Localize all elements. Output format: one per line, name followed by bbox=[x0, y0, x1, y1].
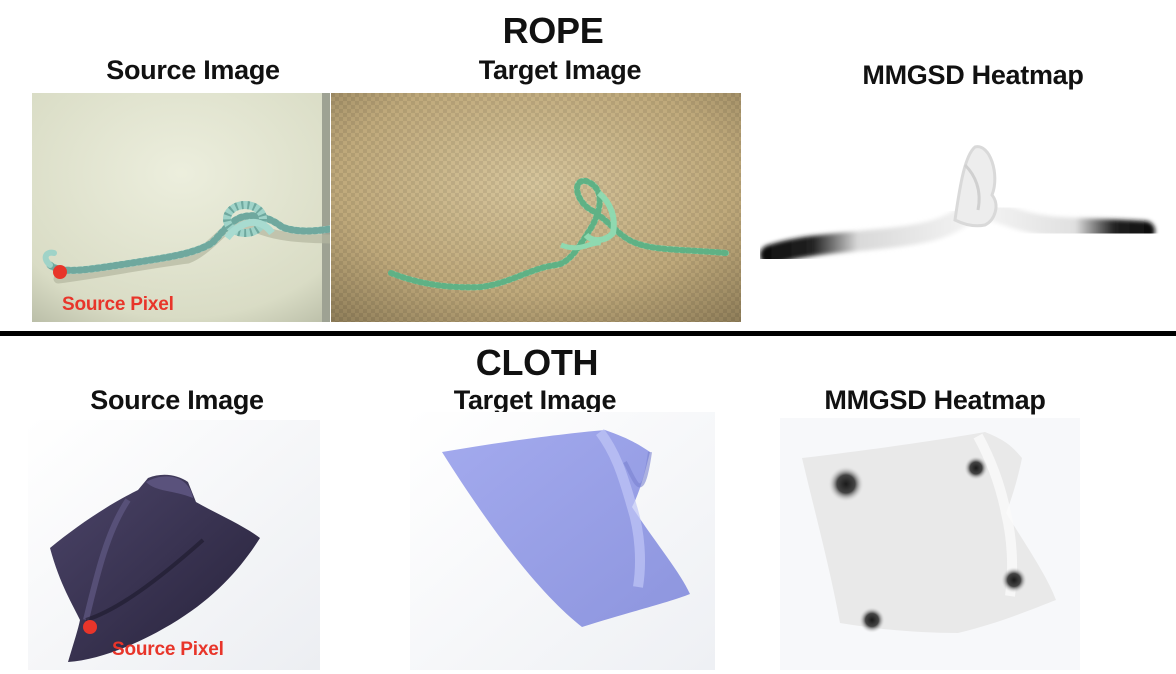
cloth-source-pixel-label: Source Pixel bbox=[112, 639, 224, 660]
cloth-target-image bbox=[410, 412, 715, 670]
cloth-heatmap-image bbox=[780, 418, 1080, 670]
cloth-section-title: CLOTH bbox=[475, 342, 599, 383]
section-divider bbox=[0, 331, 1176, 336]
cloth-source-image bbox=[28, 420, 320, 670]
rope-heatmap-image bbox=[760, 135, 1160, 310]
rope-source-image bbox=[32, 93, 330, 322]
cloth-target-title: Target Image bbox=[453, 385, 617, 415]
cloth-source-pixel-marker bbox=[83, 620, 97, 634]
cloth-heatmap-title: MMGSD Heatmap bbox=[824, 385, 1046, 415]
rope-target-image bbox=[331, 93, 741, 322]
rope-source-title: Source Image bbox=[106, 55, 280, 85]
rope-source-pixel-marker bbox=[53, 265, 67, 279]
rope-source-pixel-label: Source Pixel bbox=[62, 294, 174, 315]
rope-heatmap-title: MMGSD Heatmap bbox=[862, 60, 1084, 90]
rope-target-title: Target Image bbox=[478, 55, 642, 85]
cloth-source-title: Source Image bbox=[90, 385, 264, 415]
rope-section-title: ROPE bbox=[502, 10, 604, 51]
